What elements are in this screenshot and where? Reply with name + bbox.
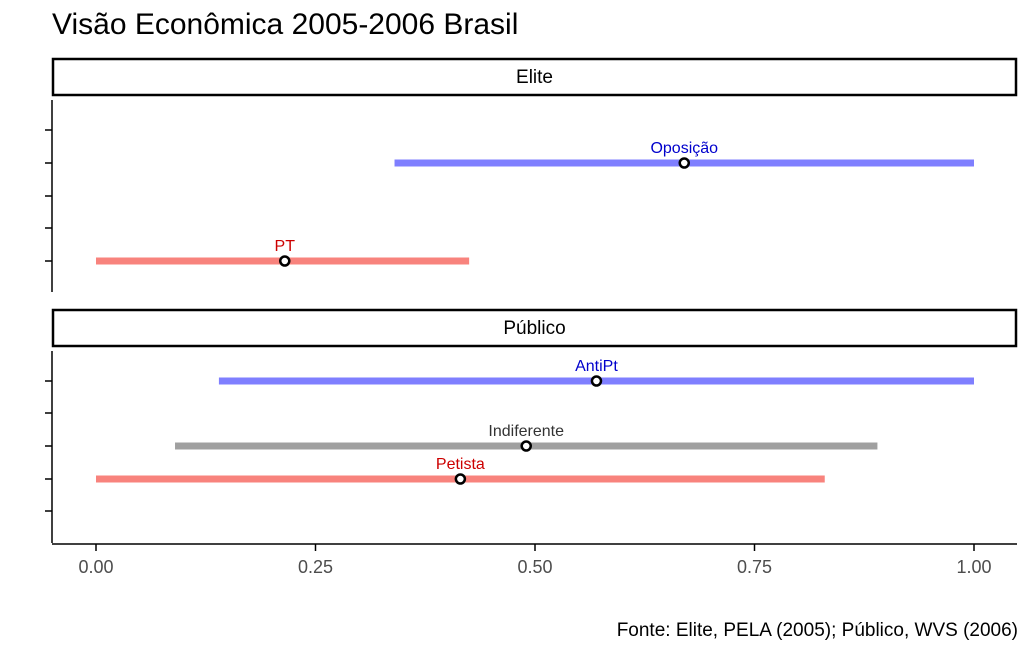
x-tick-label: 0.75 — [737, 557, 772, 577]
facet-strip-label: Elite — [516, 67, 553, 88]
point-marker — [454, 473, 467, 485]
chart-caption: Fonte: Elite, PELA (2005); Público, WVS … — [616, 620, 1018, 641]
series-label: AntiPt — [575, 358, 618, 375]
point-marker — [678, 157, 691, 169]
x-tick-label: 0.00 — [78, 557, 113, 577]
x-tick-label: 0.50 — [517, 557, 552, 577]
chart-title: Visão Econômica 2005-2006 Brasil — [52, 8, 519, 41]
series-label: PT — [275, 238, 296, 255]
facet-strip-1 — [51, 308, 1018, 348]
point-marker — [279, 255, 291, 267]
facet-strip-0 — [51, 57, 1018, 97]
facet-strip-label: Público — [503, 318, 565, 339]
point-marker — [520, 440, 532, 452]
x-tick-label: 0.25 — [298, 557, 333, 577]
series-label: Oposição — [650, 140, 718, 157]
x-tick-label: 1.00 — [956, 557, 991, 577]
point-marker — [590, 375, 603, 387]
series-label: Petista — [436, 456, 485, 473]
series-label: Indiferente — [488, 423, 564, 440]
